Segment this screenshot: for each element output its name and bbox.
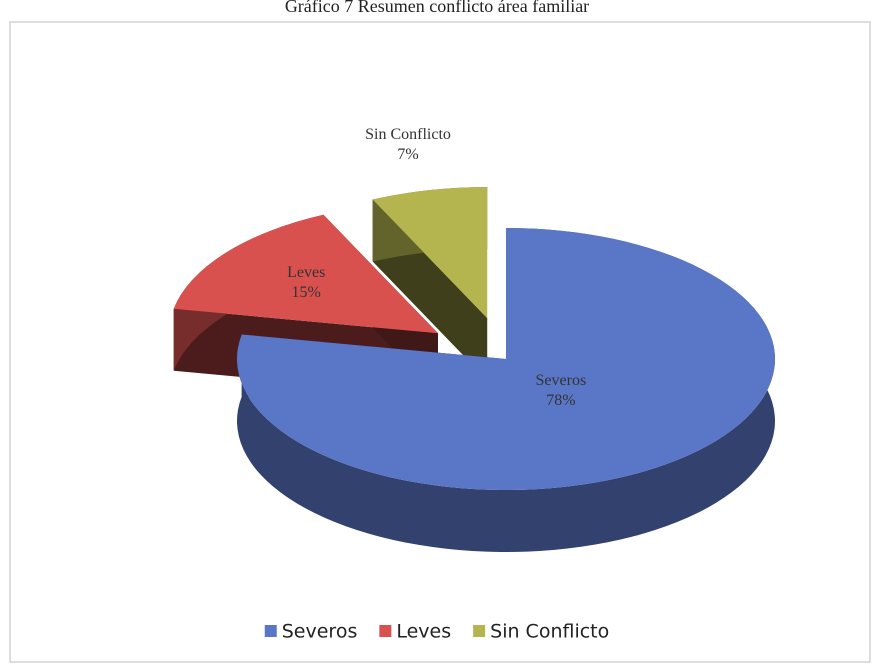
legend-swatch [264,625,277,637]
data-label-value: 15% [292,284,321,301]
data-label-name: Sin Conflicto [365,126,451,143]
legend-label: Leves [396,621,451,643]
slice-top [173,214,438,334]
legend-label: Severos [282,621,358,643]
data-label-name: Severos [536,372,587,389]
legend: Severos Leves Sin Conflicto [264,621,609,643]
slice [236,228,776,552]
data-label-value: 78% [546,392,575,409]
legend-swatch [473,625,486,637]
data-label-value: 7% [397,146,418,163]
data-label-name: Leves [287,264,325,281]
slice [372,187,488,381]
legend-label: Sin Conflicto [490,621,609,643]
legend-swatch [379,625,392,637]
slice-top [372,187,488,319]
chart-title: Gráfico 7 Resumen conflicto área familia… [285,0,589,16]
slice-top [236,228,775,490]
